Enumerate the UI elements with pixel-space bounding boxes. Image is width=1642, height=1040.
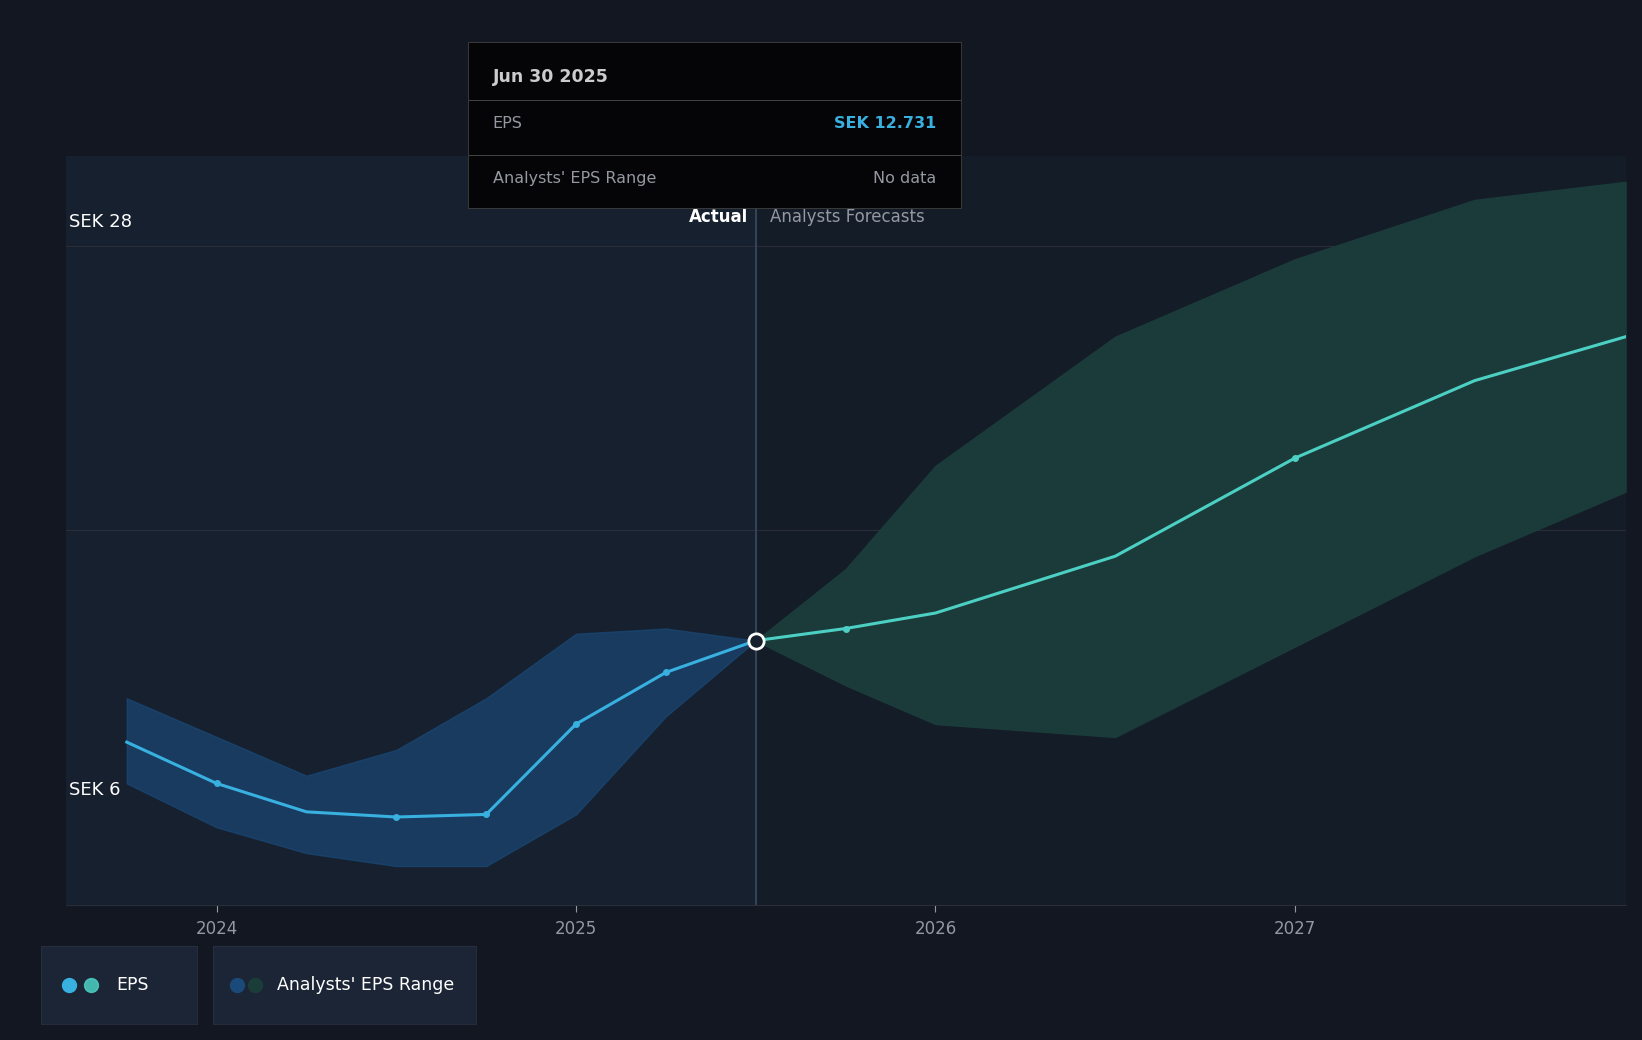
Text: SEK 6: SEK 6 [69, 781, 122, 799]
Bar [66, 156, 755, 905]
Text: Analysts' EPS Range: Analysts' EPS Range [276, 977, 453, 994]
Text: Jun 30 2025: Jun 30 2025 [493, 69, 609, 86]
Text: EPS: EPS [117, 977, 148, 994]
Text: Analysts Forecasts: Analysts Forecasts [770, 208, 924, 226]
Text: SEK 28: SEK 28 [69, 213, 133, 231]
Text: EPS: EPS [493, 116, 522, 131]
Text: No data: No data [872, 172, 936, 186]
Text: Actual: Actual [690, 208, 749, 226]
Bar [755, 156, 1626, 905]
Text: Analysts' EPS Range: Analysts' EPS Range [493, 172, 655, 186]
Text: SEK 12.731: SEK 12.731 [834, 116, 936, 131]
